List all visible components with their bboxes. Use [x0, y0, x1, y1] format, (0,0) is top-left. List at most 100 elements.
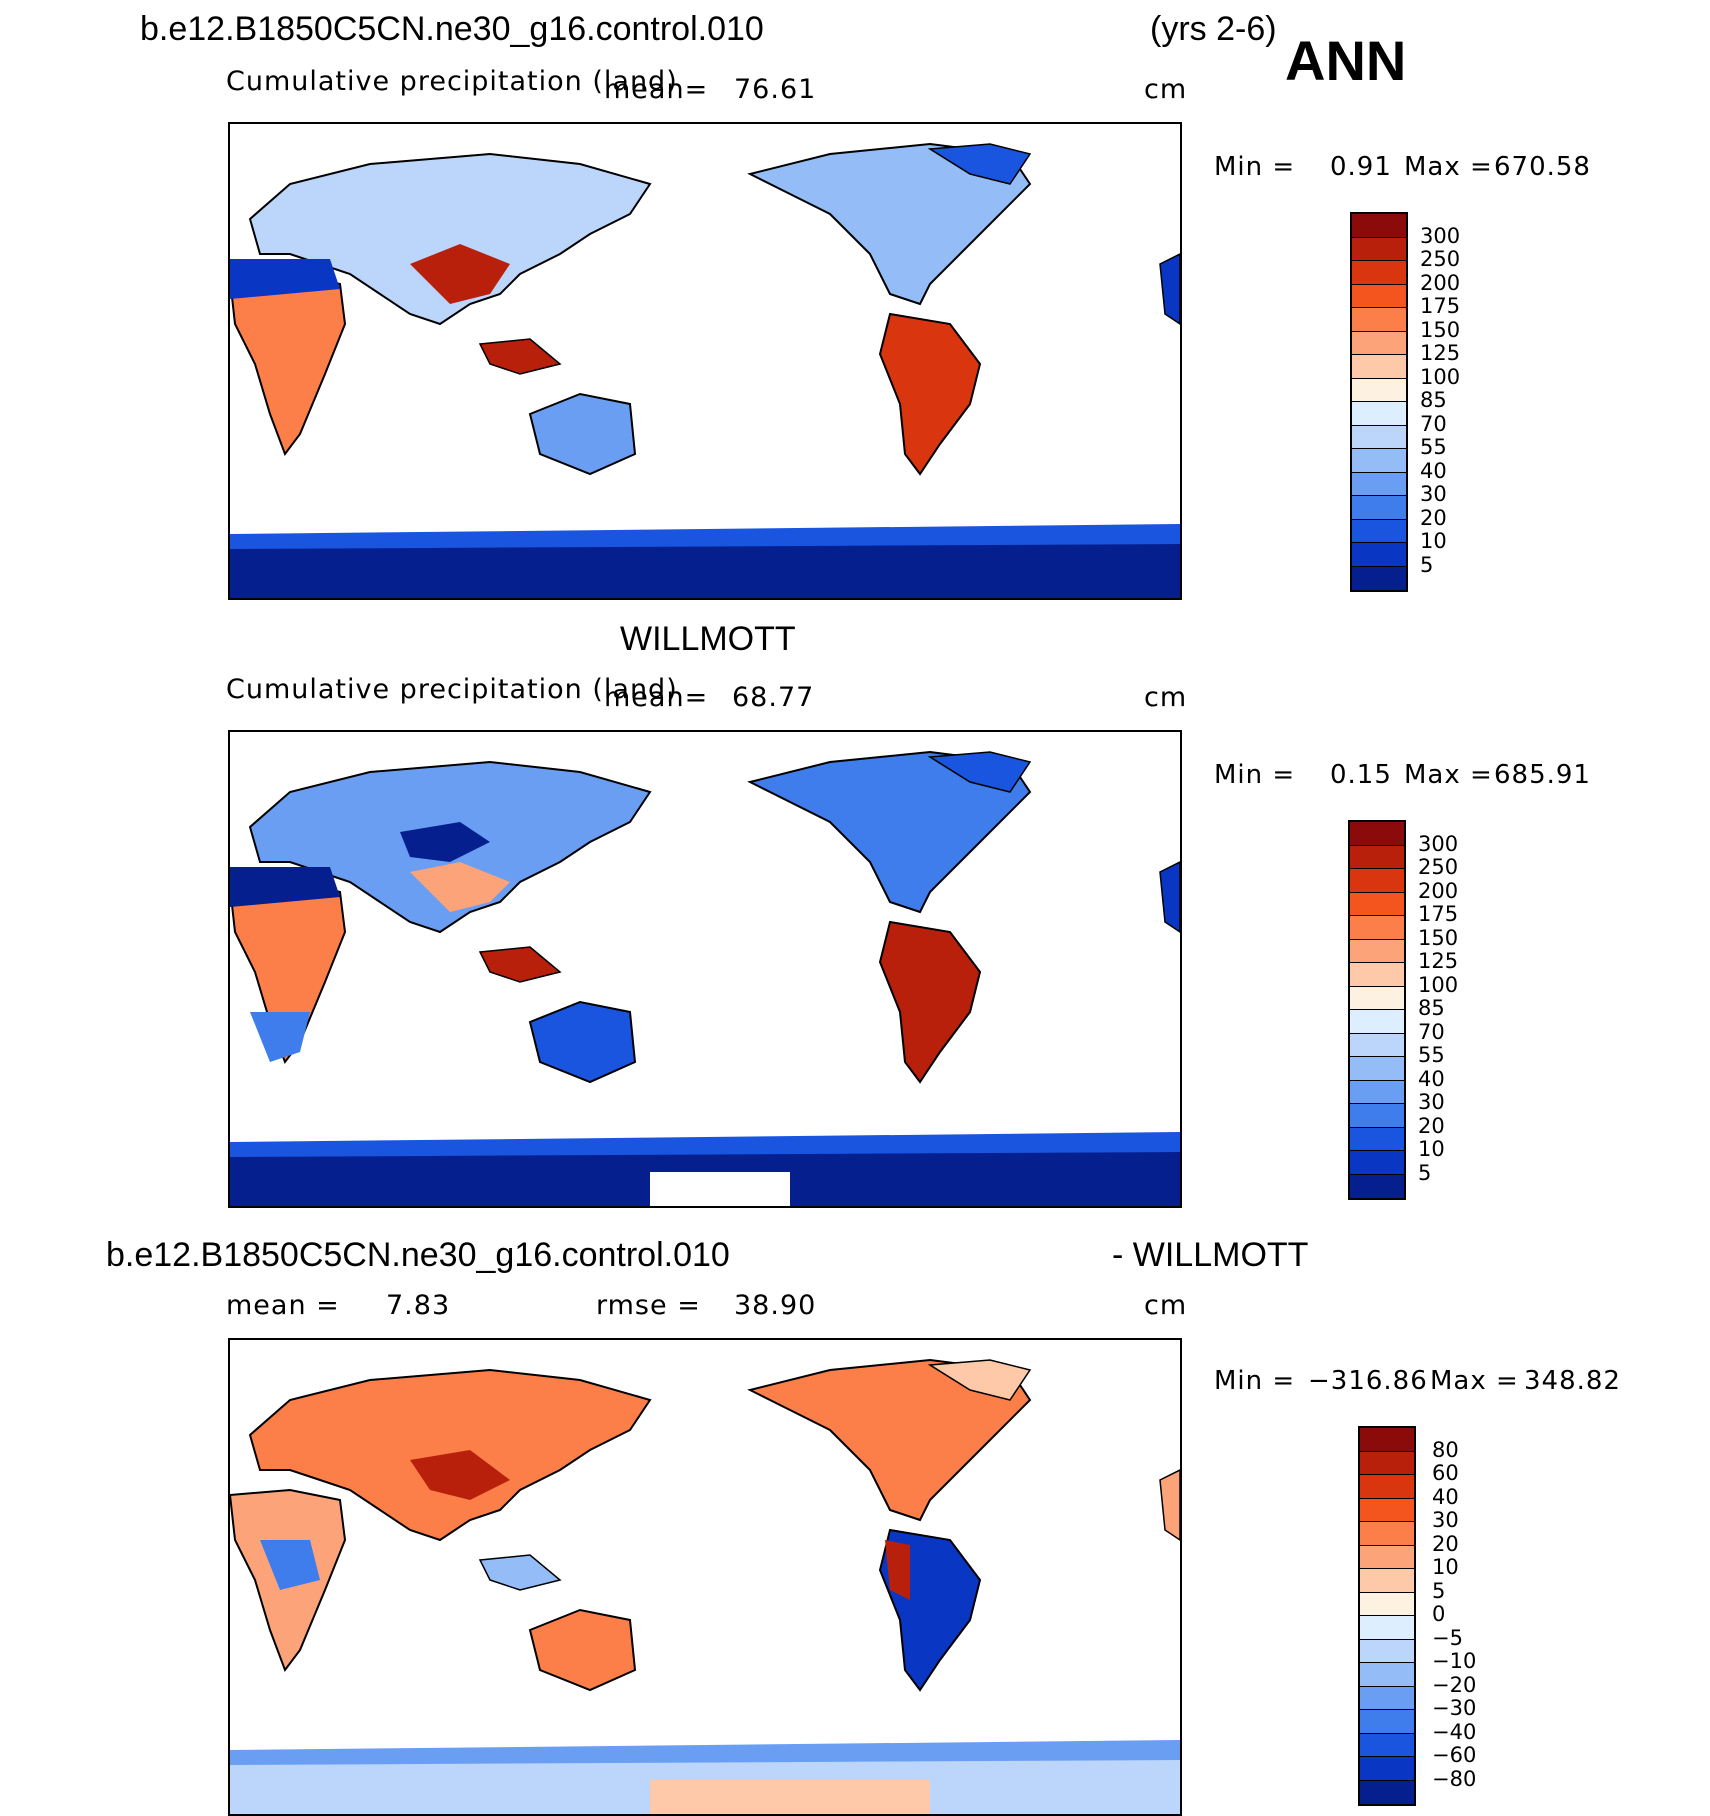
season-label: ANN	[1285, 29, 1407, 92]
panel1-units: cm	[1144, 74, 1188, 105]
panel2-max-label: Max =	[1404, 760, 1493, 790]
panel2-map-graphic	[230, 750, 1180, 1206]
colorbar-label: 175	[1418, 902, 1459, 926]
colorbar-cell	[1360, 1639, 1414, 1663]
colorbar-label: 20	[1432, 1531, 1459, 1556]
colorbar-cell	[1360, 1475, 1414, 1499]
colorbar-label: −60	[1432, 1743, 1477, 1767]
panel3-title-left: b.e12.B1850C5CN.ne30_g16.control.010	[106, 1236, 730, 1274]
panel2-colorbar	[1348, 820, 1406, 1200]
colorbar-cell	[1350, 1127, 1404, 1151]
panel2-title: WILLMOTT	[620, 620, 796, 658]
colorbar-label: 150	[1418, 925, 1459, 950]
colorbar-label: 150	[1420, 317, 1461, 342]
colorbar-label: 55	[1418, 1043, 1445, 1067]
colorbar-label: 10	[1420, 529, 1447, 553]
colorbar-label: −10	[1432, 1649, 1477, 1673]
colorbar-label: −20	[1432, 1672, 1477, 1697]
colorbar-cell	[1350, 845, 1404, 869]
colorbar-cell	[1352, 284, 1406, 308]
colorbar-cell	[1352, 566, 1406, 590]
colorbar-cell	[1360, 1451, 1414, 1475]
colorbar-label: 70	[1420, 411, 1447, 436]
panel1-max-label: Max =	[1404, 152, 1493, 182]
colorbar-cell	[1352, 378, 1406, 402]
colorbar-label: 0	[1432, 1602, 1446, 1626]
colorbar-cell	[1350, 986, 1404, 1010]
years-label: (yrs 2-6)	[1150, 10, 1277, 48]
colorbar-cell	[1350, 892, 1404, 916]
colorbar-cell	[1360, 1498, 1414, 1522]
colorbar-label: 20	[1420, 505, 1447, 530]
colorbar-label: −5	[1432, 1625, 1463, 1650]
panel1-min-value: 0.91	[1330, 152, 1392, 182]
colorbar-label: 100	[1420, 364, 1461, 389]
colorbar-cell	[1352, 425, 1406, 449]
panel2-min-label: Min =	[1214, 760, 1296, 790]
colorbar-label: 300	[1420, 223, 1461, 248]
colorbar-label: 40	[1432, 1484, 1459, 1509]
colorbar-cell	[1352, 308, 1406, 332]
colorbar-label: 30	[1418, 1090, 1445, 1114]
colorbar-cell	[1352, 261, 1406, 285]
panel3-mean-label: mean =	[226, 1290, 340, 1321]
colorbar-label: 250	[1418, 855, 1459, 879]
colorbar-label: 30	[1420, 482, 1447, 506]
colorbar-cell	[1360, 1592, 1414, 1616]
colorbar-label: 125	[1420, 341, 1461, 365]
panel3-rmse-value: 38.90	[734, 1290, 817, 1321]
colorbar-label: 300	[1418, 831, 1459, 856]
colorbar-cell	[1360, 1686, 1414, 1710]
panel3-min-value: −316.86	[1308, 1366, 1428, 1396]
colorbar-label: 10	[1418, 1137, 1445, 1161]
panel3-max-value: 348.82	[1524, 1366, 1621, 1396]
panel1-mean-label: mean=	[604, 74, 709, 105]
colorbar-cell	[1360, 1733, 1414, 1757]
colorbar-cell	[1350, 1010, 1404, 1034]
colorbar-cell	[1350, 1080, 1404, 1104]
panel3-map	[228, 1338, 1182, 1816]
colorbar-label: 5	[1420, 552, 1434, 577]
panel2-min-value: 0.15	[1330, 760, 1392, 790]
colorbar-cell	[1352, 449, 1406, 473]
colorbar-label: 250	[1420, 247, 1461, 271]
colorbar-cell	[1360, 1428, 1414, 1452]
panel2-units: cm	[1144, 682, 1188, 713]
panel3-title-right: - WILLMOTT	[1112, 1236, 1309, 1274]
panel1-subtitle: Cumulative precipitation (land)	[226, 66, 678, 97]
panel3-mean-value: 7.83	[386, 1290, 451, 1321]
colorbar-cell	[1360, 1569, 1414, 1593]
colorbar-label: 85	[1420, 388, 1447, 412]
colorbar-cell	[1360, 1522, 1414, 1546]
colorbar-cell	[1350, 869, 1404, 893]
colorbar-cell	[1350, 963, 1404, 987]
colorbar-cell	[1350, 1057, 1404, 1081]
panel1-min-label: Min =	[1214, 152, 1296, 182]
colorbar-label: 40	[1420, 458, 1447, 483]
colorbar-label: 60	[1432, 1461, 1459, 1485]
colorbar-label: −80	[1432, 1766, 1477, 1791]
colorbar-cell	[1352, 543, 1406, 567]
colorbar-label: 30	[1432, 1508, 1459, 1532]
panel1-map-graphic	[230, 142, 1180, 598]
colorbar-cell	[1360, 1545, 1414, 1569]
colorbar-label: 125	[1418, 949, 1459, 973]
panel2-map	[228, 730, 1182, 1208]
colorbar-cell	[1352, 214, 1406, 238]
colorbar-cell	[1352, 472, 1406, 496]
colorbar-label: 85	[1418, 996, 1445, 1020]
panel2-max-value: 685.91	[1494, 760, 1591, 790]
colorbar-cell	[1350, 822, 1404, 846]
colorbar-cell	[1352, 331, 1406, 355]
colorbar-label: 70	[1418, 1019, 1445, 1044]
colorbar-label: −30	[1432, 1696, 1477, 1720]
colorbar-cell	[1352, 355, 1406, 379]
colorbar-label: 55	[1420, 435, 1447, 459]
panel3-units: cm	[1144, 1290, 1188, 1321]
panel3-colorbar	[1358, 1426, 1416, 1806]
colorbar-cell	[1350, 939, 1404, 963]
panel3-rmse-label: rmse =	[596, 1290, 701, 1321]
colorbar-label: 5	[1418, 1160, 1432, 1185]
panel3-min-label: Min =	[1214, 1366, 1296, 1396]
panel2-mean-value: 68.77	[732, 682, 815, 713]
